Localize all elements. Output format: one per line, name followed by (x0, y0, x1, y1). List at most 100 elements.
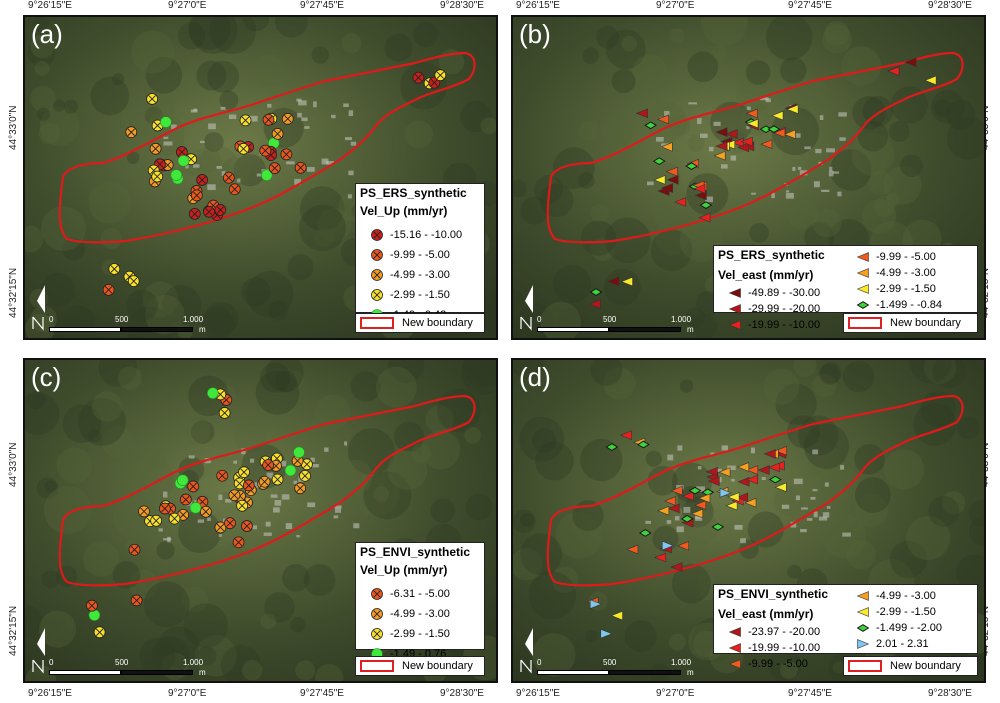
ps-point (588, 299, 601, 309)
ps-point (744, 497, 757, 508)
ps-point (774, 445, 787, 456)
legend-title: PS_ERS_synthetic (718, 248, 825, 262)
lon-label-bottom: 9°27'45"E (788, 688, 832, 699)
legend-symbol-icon (728, 304, 741, 314)
legend-symbol-icon (371, 289, 383, 301)
legend-entry: 2.01 - 2.31 (856, 637, 929, 651)
ps-point (168, 512, 181, 525)
ps-point (160, 116, 172, 128)
boundary-swatch (360, 317, 394, 329)
legend-range: -2.99 - -1.50 (876, 606, 936, 618)
ps-point (108, 263, 121, 275)
legend-entry: -4.99 - -3.00 (370, 268, 450, 282)
ps-point (150, 514, 163, 527)
ps-point (674, 197, 687, 207)
legend-entry: -9.99 - -5.00 (856, 250, 936, 264)
ps-point (904, 57, 917, 68)
legend-range: -2.99 - -1.50 (390, 289, 450, 301)
lon-label-top: 9°27'45"E (788, 0, 832, 11)
ps-point (698, 212, 711, 223)
scale-unit: m (687, 668, 694, 677)
panel-label: (d) (519, 362, 551, 392)
legend-range: -4.99 - -3.00 (390, 608, 450, 620)
legend-entry: -9.99 - -5.00 (370, 248, 450, 262)
scale-tick: 500 (115, 315, 129, 324)
study-area-boundary (58, 51, 476, 244)
legend-range: -9.99 - -5.00 (876, 251, 936, 263)
ps-point (652, 157, 666, 165)
scale-tick: 0 (537, 315, 542, 324)
ps-point (660, 141, 673, 152)
legend-symbol-icon (856, 268, 869, 278)
panel-label: (a) (31, 19, 63, 49)
legend-range: -1.499 - -0.84 (876, 299, 943, 311)
ps-point (657, 505, 670, 516)
ps-point (589, 599, 603, 609)
ps-point (707, 476, 720, 486)
lat-label: 44°32'15"N (8, 605, 19, 656)
boundary-label: New boundary (402, 660, 473, 672)
ps-point (767, 125, 781, 133)
boundary-legend: New boundary (355, 656, 485, 676)
legend-symbol-icon (371, 628, 383, 640)
ps-point (736, 492, 749, 503)
ps-point (653, 552, 667, 563)
legend-entry: -4.99 - -3.00 (856, 589, 936, 603)
legend-symbol-icon (728, 627, 741, 637)
panel-label: (b) (519, 19, 551, 49)
ps-point (199, 505, 212, 518)
scale-unit: m (199, 325, 206, 334)
ps-point (745, 474, 758, 485)
lon-label-bottom: 9°27'45"E (300, 688, 344, 699)
scale-unit: m (199, 668, 206, 677)
study-area-boundary (58, 394, 476, 587)
ps-point (774, 482, 787, 493)
ps-point (705, 466, 718, 477)
ps-point (242, 479, 255, 492)
legend-entry: -6.31 - -5.00 (370, 587, 450, 601)
ps-point (224, 517, 236, 530)
lon-label-top: 9°28'30"E (928, 0, 972, 11)
lon-label-top: 9°26'15"E (516, 0, 560, 11)
ps-point (179, 493, 192, 506)
ps-point (127, 275, 140, 288)
ps-point (158, 502, 171, 515)
ps-point (667, 503, 680, 514)
ps-point (589, 288, 603, 296)
legend-entry: -2.99 - -1.50 (856, 282, 936, 296)
ps-point (284, 464, 297, 477)
ps-point (670, 562, 683, 572)
scale-bar: 0 500 1.000 m (537, 658, 694, 678)
lat-label: 44°33'0"N (8, 105, 19, 151)
ps-point (688, 486, 702, 495)
legend-range: -4.99 - -3.00 (876, 590, 936, 602)
ps-point (626, 544, 639, 555)
lon-label-top: 9°27'45"E (300, 0, 344, 11)
legend-range: -4.99 - -3.00 (390, 269, 450, 281)
ps-point (887, 66, 900, 76)
ps-point (619, 430, 632, 441)
ps-point (187, 480, 200, 493)
study-area-boundary (546, 51, 964, 244)
ps-point (232, 536, 245, 549)
legend-symbol-icon (728, 320, 741, 330)
legend-symbol-icon (371, 588, 383, 600)
scale-unit: m (687, 325, 694, 334)
legend-range: -1.499 - -2.00 (876, 622, 943, 634)
ps-point (271, 127, 284, 140)
ps-point (258, 475, 271, 488)
lon-label-bottom: 9°27'0"E (168, 688, 207, 699)
ps-point (746, 118, 759, 129)
scale-tick: 500 (603, 658, 617, 667)
legend-symbol-icon (856, 591, 869, 601)
ps-point (294, 482, 307, 495)
ps-point (727, 492, 740, 502)
map-legend: PS_ERS_synthetic Vel_east (mm/yr) -49.89 -… (713, 245, 978, 331)
legend-entry: -1.499 - -2.00 (856, 621, 942, 635)
ps-point (736, 462, 750, 472)
lat-label: 44°32'15"N (8, 267, 19, 318)
ps-point (188, 207, 201, 220)
ps-point (228, 183, 241, 196)
boundary-swatch (360, 660, 394, 672)
ps-point (760, 139, 773, 150)
